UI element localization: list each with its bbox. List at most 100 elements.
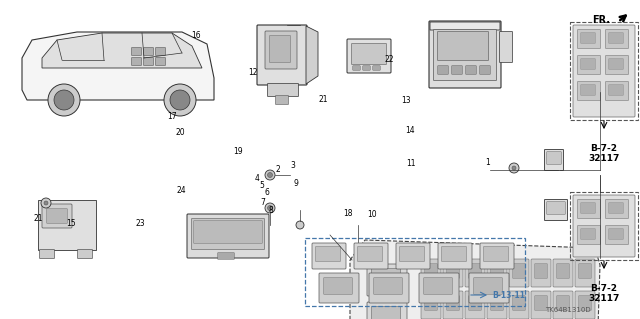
FancyBboxPatch shape (480, 66, 490, 74)
FancyBboxPatch shape (553, 259, 573, 287)
FancyBboxPatch shape (369, 273, 409, 303)
FancyBboxPatch shape (531, 259, 551, 287)
FancyBboxPatch shape (573, 25, 635, 117)
FancyBboxPatch shape (47, 209, 67, 223)
FancyBboxPatch shape (547, 202, 565, 214)
FancyBboxPatch shape (351, 43, 387, 64)
FancyBboxPatch shape (77, 249, 93, 258)
FancyBboxPatch shape (143, 57, 154, 65)
FancyBboxPatch shape (605, 29, 628, 48)
Circle shape (265, 170, 275, 180)
FancyBboxPatch shape (609, 85, 623, 95)
Text: 19: 19 (234, 147, 243, 156)
FancyBboxPatch shape (577, 56, 600, 75)
Circle shape (54, 90, 74, 110)
FancyBboxPatch shape (605, 226, 628, 244)
FancyBboxPatch shape (347, 39, 391, 73)
FancyBboxPatch shape (194, 221, 262, 243)
FancyBboxPatch shape (324, 278, 352, 294)
FancyBboxPatch shape (447, 296, 460, 310)
Text: B-13-11: B-13-11 (492, 291, 525, 300)
FancyBboxPatch shape (371, 307, 401, 319)
FancyBboxPatch shape (424, 278, 452, 294)
FancyBboxPatch shape (143, 48, 154, 56)
FancyBboxPatch shape (371, 269, 401, 287)
FancyBboxPatch shape (509, 291, 529, 319)
FancyBboxPatch shape (609, 229, 623, 239)
FancyBboxPatch shape (438, 66, 448, 74)
FancyBboxPatch shape (447, 264, 460, 278)
Text: 5: 5 (260, 181, 265, 190)
FancyBboxPatch shape (491, 264, 503, 278)
FancyBboxPatch shape (609, 59, 623, 69)
FancyBboxPatch shape (580, 85, 595, 95)
FancyBboxPatch shape (499, 32, 513, 63)
FancyBboxPatch shape (131, 57, 141, 65)
Text: 16: 16 (191, 31, 201, 40)
FancyBboxPatch shape (513, 296, 525, 310)
FancyBboxPatch shape (425, 296, 437, 310)
FancyBboxPatch shape (443, 291, 463, 319)
Bar (38, 200, 96, 250)
FancyBboxPatch shape (579, 296, 591, 310)
FancyBboxPatch shape (268, 84, 298, 97)
FancyBboxPatch shape (573, 195, 635, 257)
FancyBboxPatch shape (577, 81, 600, 100)
FancyBboxPatch shape (466, 66, 476, 74)
FancyBboxPatch shape (580, 33, 595, 43)
FancyBboxPatch shape (534, 264, 547, 278)
Text: 2: 2 (275, 165, 280, 174)
Polygon shape (350, 240, 600, 319)
FancyBboxPatch shape (218, 253, 234, 259)
FancyBboxPatch shape (557, 296, 570, 310)
Text: 14: 14 (405, 126, 415, 135)
FancyBboxPatch shape (191, 219, 264, 249)
FancyBboxPatch shape (396, 243, 430, 269)
FancyBboxPatch shape (367, 264, 407, 296)
Text: 4: 4 (255, 174, 260, 182)
FancyBboxPatch shape (156, 48, 166, 56)
Text: 9: 9 (293, 179, 298, 188)
Bar (570, 22, 638, 120)
FancyBboxPatch shape (257, 25, 307, 85)
FancyBboxPatch shape (443, 259, 463, 287)
Circle shape (44, 201, 48, 205)
Text: 6: 6 (264, 188, 269, 197)
FancyBboxPatch shape (577, 226, 600, 244)
Text: FR.: FR. (592, 15, 610, 25)
FancyBboxPatch shape (316, 247, 340, 262)
FancyBboxPatch shape (353, 66, 360, 70)
FancyBboxPatch shape (480, 243, 514, 269)
FancyBboxPatch shape (509, 259, 529, 287)
Circle shape (170, 90, 190, 110)
Text: 18: 18 (344, 209, 353, 218)
Circle shape (296, 221, 304, 229)
FancyBboxPatch shape (609, 33, 623, 43)
FancyBboxPatch shape (468, 264, 481, 278)
Text: 15: 15 (66, 219, 76, 228)
FancyBboxPatch shape (372, 66, 380, 70)
FancyBboxPatch shape (483, 247, 509, 262)
Circle shape (268, 205, 273, 211)
FancyBboxPatch shape (553, 291, 573, 319)
Text: B-7-2
32117: B-7-2 32117 (588, 284, 620, 303)
FancyBboxPatch shape (187, 214, 269, 258)
Circle shape (48, 84, 80, 116)
FancyBboxPatch shape (557, 264, 570, 278)
FancyBboxPatch shape (354, 243, 388, 269)
FancyBboxPatch shape (465, 291, 485, 319)
FancyBboxPatch shape (433, 29, 497, 80)
Text: 8: 8 (269, 206, 273, 215)
FancyBboxPatch shape (363, 66, 370, 70)
FancyBboxPatch shape (580, 229, 595, 239)
Text: 1: 1 (485, 158, 490, 167)
FancyBboxPatch shape (487, 291, 507, 319)
FancyBboxPatch shape (468, 296, 481, 310)
FancyBboxPatch shape (40, 249, 54, 258)
Polygon shape (42, 33, 202, 68)
FancyBboxPatch shape (421, 259, 441, 287)
Text: 11: 11 (406, 159, 416, 168)
FancyBboxPatch shape (275, 95, 289, 105)
FancyBboxPatch shape (491, 296, 503, 310)
Text: 7: 7 (260, 198, 265, 207)
